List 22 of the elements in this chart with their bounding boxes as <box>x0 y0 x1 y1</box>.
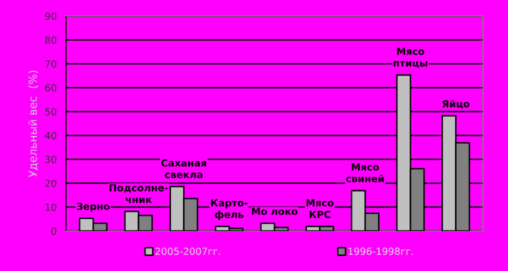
y-tick-label: 60 <box>45 84 56 92</box>
y-tick-label: 20 <box>45 180 56 188</box>
x-tick-label: Мясо птицы <box>394 48 428 68</box>
x-tick-label: Мо локо <box>252 208 298 216</box>
x-tick-label: Яйцо <box>442 100 470 109</box>
x-tick-label: Подсолне- чник <box>110 184 168 203</box>
x-tick-label: Саханая свекла <box>161 159 206 178</box>
x-tick-label: Карто- фель <box>211 199 248 220</box>
y-tick-label: 40 <box>45 132 56 140</box>
x-tick-label: Мясо КРС <box>306 199 334 218</box>
x-tick-label: Мясо свиней <box>346 163 384 182</box>
y-tick-label: 30 <box>45 156 56 164</box>
y-tick-label: 50 <box>45 108 56 116</box>
y-tick-label: 90 <box>45 12 56 20</box>
y-tick-label: 0 <box>51 227 56 235</box>
x-tick-label: Зерно <box>76 202 110 212</box>
y-axis-title: Удельный вес (%) <box>28 70 38 178</box>
legend-label: 1996-1998гг. <box>348 248 413 255</box>
legend-label: 2005-2007гг. <box>155 248 220 255</box>
y-tick-label: 80 <box>45 36 56 44</box>
y-tick-label: 10 <box>46 204 56 211</box>
y-tick-label: 70 <box>45 60 56 68</box>
